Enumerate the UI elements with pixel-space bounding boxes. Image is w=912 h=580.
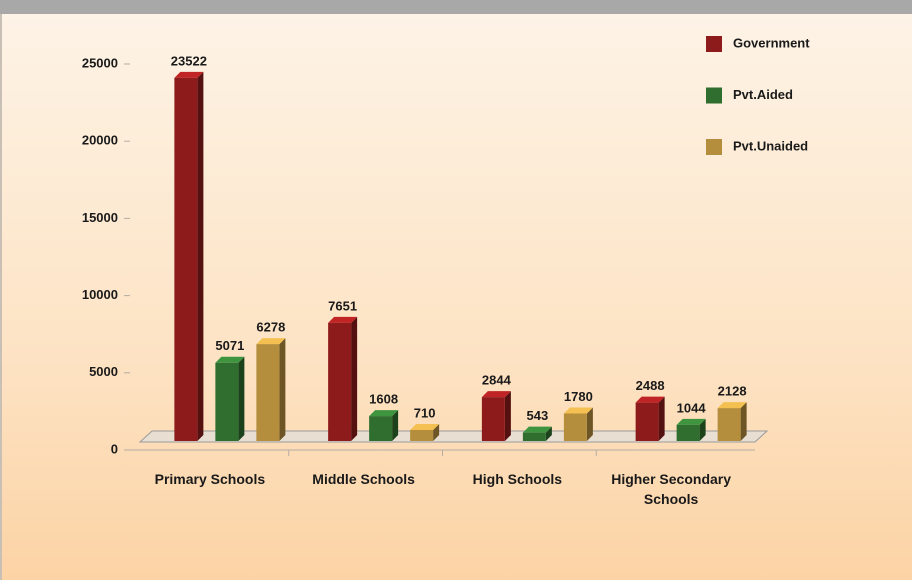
- x-tick-label: High Schools: [472, 471, 563, 487]
- y-tick-label: 0: [111, 441, 118, 456]
- legend-label: Pvt.Unaided: [733, 138, 808, 153]
- bar-side: [433, 424, 440, 441]
- bar-front: [717, 408, 741, 441]
- bar-front: [481, 397, 505, 441]
- bar-front: [676, 424, 700, 441]
- y-tick-label: 20000: [82, 133, 118, 148]
- value-label: 2844: [482, 373, 512, 388]
- value-label: 7651: [328, 298, 357, 313]
- bar: [328, 316, 358, 441]
- x-tick-label: Higher Secondary Schools: [611, 471, 732, 507]
- value-label: 6278: [256, 320, 285, 335]
- bar-side: [238, 356, 245, 441]
- bar-side: [545, 426, 552, 441]
- bar-front: [410, 430, 434, 441]
- bar-side: [351, 316, 358, 441]
- bar-side: [197, 71, 204, 442]
- bar-top: [635, 396, 665, 403]
- bar-front: [256, 344, 280, 441]
- bar-front: [174, 77, 198, 442]
- legend-swatch: [706, 87, 722, 104]
- bar-top: [676, 418, 706, 425]
- legend-label: Government: [733, 35, 810, 50]
- legend-swatch: [706, 139, 722, 155]
- value-label: 23522: [171, 53, 207, 68]
- value-label: 1608: [369, 392, 398, 407]
- bar: [369, 410, 399, 441]
- bar-side: [658, 396, 665, 441]
- value-label: 2128: [718, 384, 747, 399]
- bar-top: [256, 338, 286, 345]
- legend-swatch: [706, 36, 722, 52]
- bar-top: [215, 356, 245, 363]
- bar: [410, 424, 440, 441]
- y-tick-label: 5000: [89, 364, 118, 379]
- bar-side: [392, 410, 399, 441]
- value-label: 5071: [215, 338, 244, 353]
- y-tick-label: 25000: [82, 55, 118, 70]
- x-tick-label: Primary Schools: [154, 471, 266, 487]
- x-tick-label: Middle Schools: [312, 471, 415, 487]
- bar: [215, 356, 245, 441]
- y-tick-label: 15000: [82, 210, 118, 225]
- value-label: 710: [414, 405, 436, 420]
- bar: [481, 391, 511, 441]
- bar: [635, 396, 665, 441]
- bar-side: [279, 338, 286, 441]
- value-label: 2488: [636, 378, 665, 393]
- bar-top: [328, 316, 358, 323]
- bar-side: [586, 407, 593, 441]
- bar-front: [522, 432, 546, 441]
- bar-side: [699, 418, 706, 441]
- value-label: 1044: [677, 400, 707, 415]
- bar-top: [481, 391, 511, 398]
- bar-front: [215, 362, 239, 441]
- bar: [256, 338, 286, 441]
- bar-side: [504, 391, 511, 441]
- bar: [522, 426, 552, 441]
- bar-top: [717, 402, 747, 409]
- bar-top: [563, 407, 593, 414]
- bar: [717, 402, 747, 441]
- bar-front: [369, 416, 393, 441]
- bar-top: [522, 426, 552, 433]
- value-label: 1780: [564, 389, 593, 404]
- bar-top: [410, 424, 440, 431]
- bar-top: [369, 410, 399, 417]
- bar-front: [328, 322, 352, 441]
- legend-label: Pvt.Aided: [733, 87, 793, 102]
- bar: [676, 418, 706, 441]
- bar-side: [740, 402, 747, 441]
- floor: [138, 430, 769, 443]
- bar: [563, 407, 593, 441]
- chart-panel: [0, 14, 912, 580]
- bar-top: [174, 71, 204, 78]
- y-tick-label: 10000: [82, 287, 118, 302]
- bar-front: [635, 402, 659, 441]
- bar: [174, 71, 204, 442]
- value-label: 543: [527, 408, 549, 423]
- bar-front: [563, 413, 587, 441]
